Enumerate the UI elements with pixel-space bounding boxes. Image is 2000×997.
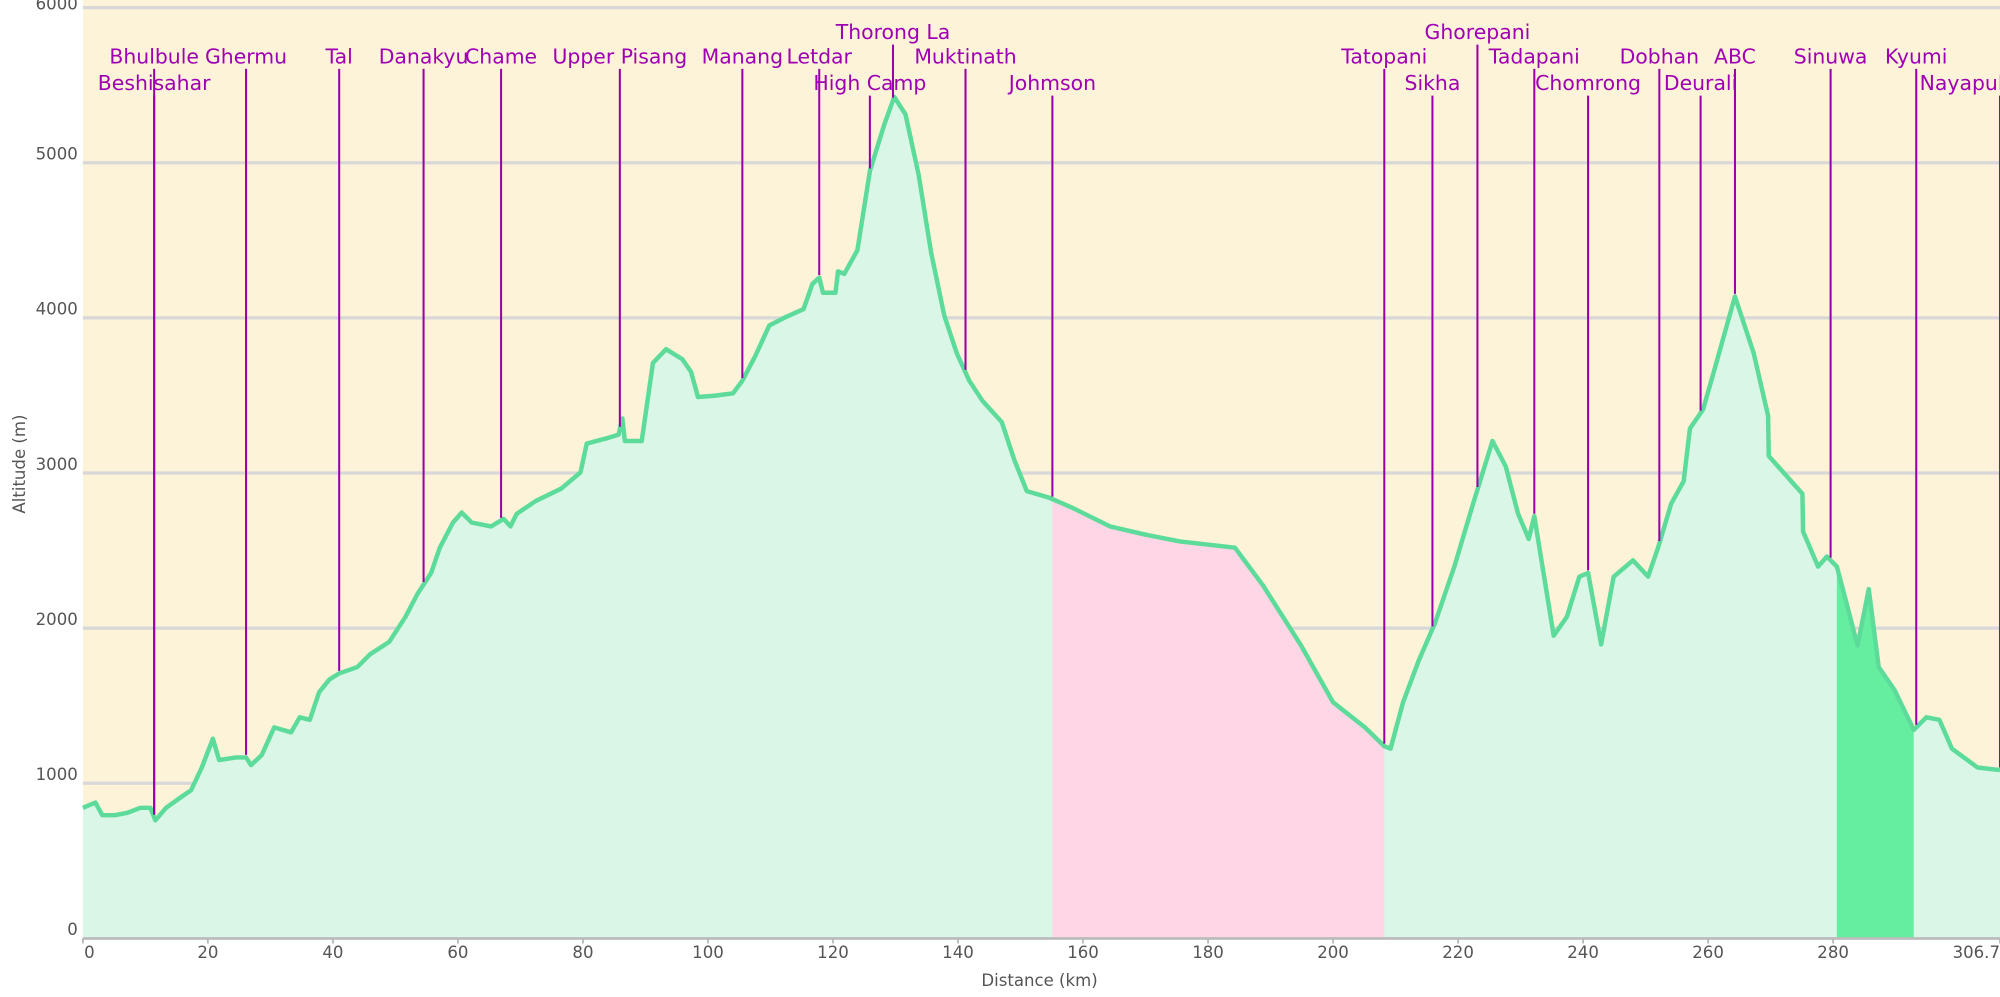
x-tick-label: 260 [1692,943,1724,962]
waypoint-label: Chame [465,44,537,68]
y-tick-label: 4000 [36,300,78,319]
x-tick-label: 0 [84,943,95,962]
waypoint-label: Beshisahar [98,71,211,95]
waypoint-label: Letdar [787,44,853,68]
waypoint-label: Manang [702,44,783,68]
waypoint-label: ABC [1714,44,1756,68]
x-tick-label: 200 [1317,943,1349,962]
x-tick-label: 20 [197,943,218,962]
x-tick-label: 280 [1817,943,1849,962]
x-tick-label: 180 [1192,943,1224,962]
y-tick-label: 6000 [36,0,78,14]
x-tick-label: 120 [817,943,849,962]
waypoint-label: Bhulbule [109,44,199,68]
y-tick-label: 0 [67,920,78,939]
x-axis-title: Distance (km) [981,971,1097,990]
waypoint-label: Tadapani [1488,44,1580,68]
x-tick-label: 220 [1442,943,1474,962]
waypoint-label: Danakyu [379,44,469,68]
x-tick-label: 140 [942,943,974,962]
x-tick-label: 40 [322,943,343,962]
waypoint-label: Thorong La [835,20,950,44]
waypoint-label: Ghorepani [1425,20,1531,44]
waypoint-label: Nayapul [1920,71,2000,95]
y-tick-label: 2000 [36,610,78,629]
x-tick-label: 160 [1067,943,1099,962]
waypoint-label: Sikha [1405,71,1461,95]
x-tick-label: 100 [692,943,724,962]
waypoint-label: Upper Pisang [552,44,687,68]
x-tick-label: 306.7 [1953,943,2000,962]
waypoint-label: Ghermu [205,44,287,68]
waypoint-label: Tatopani [1340,44,1427,68]
waypoint-label: Dobhan [1620,44,1699,68]
y-axis-title: Altitude (m) [10,415,29,514]
x-tick-label: 60 [447,943,468,962]
waypoint-label: Johmson [1007,71,1096,95]
waypoint-label: Chomrong [1535,71,1641,95]
waypoint-label: Sinuwa [1794,44,1868,68]
waypoint-label: High Camp [813,71,926,95]
waypoint-label: Tal [325,44,353,68]
y-tick-label: 1000 [36,765,78,784]
waypoint-label: Muktinath [914,44,1016,68]
profile-line [82,94,2000,823]
y-tick-label: 3000 [36,455,78,474]
x-tick-label: 80 [572,943,593,962]
waypoint-label: Kyumi [1885,44,1947,68]
y-tick-label: 5000 [36,145,78,164]
waypoint-label: Deurali [1664,71,1737,95]
area-fill [82,96,2000,939]
x-tick-label: 240 [1567,943,1599,962]
